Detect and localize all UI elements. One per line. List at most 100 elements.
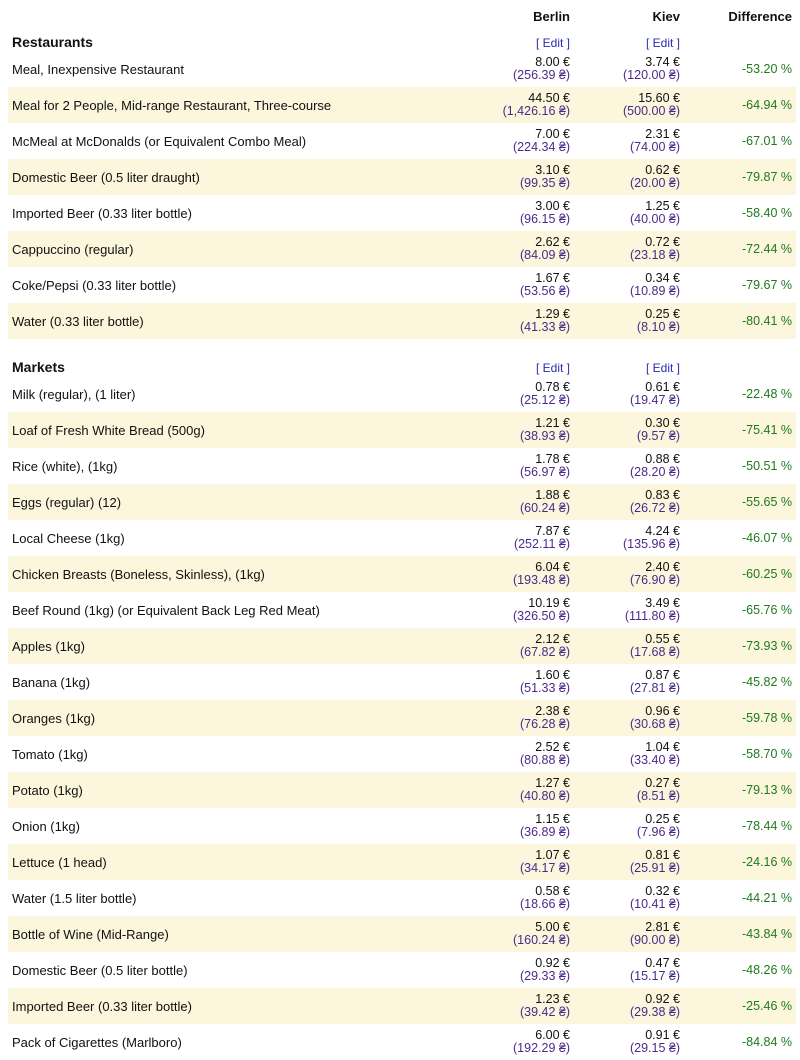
price-difference: -58.70 % (741, 747, 792, 761)
price-difference: -48.26 % (741, 963, 792, 977)
item-name: Rice (white), (1kg) (12, 458, 118, 474)
kiev-price-uah: (20.00 ₴) (629, 176, 680, 190)
kiev-price-uah: (74.00 ₴) (629, 140, 680, 154)
berlin-price-uah: (224.34 ₴) (513, 140, 570, 154)
berlin-price-eur: 1.67 € (535, 271, 570, 285)
item-name: Imported Beer (0.33 liter bottle) (8, 988, 492, 1024)
kiev-price-eur: 0.34 € (645, 271, 680, 285)
kiev-price: 3.74 € (120.00 ₴) (590, 51, 700, 87)
kiev-price-eur: 2.40 € (645, 560, 680, 574)
berlin-price: 1.88 € (60.24 ₴) (492, 484, 590, 520)
table-row: Bottle of Wine (Mid-Range) 5.00 € (160.24 … (8, 916, 796, 952)
table-row: Tomato (1kg) 2.52 € (80.88 ₴) 1.04 € (33.40 … (8, 736, 796, 772)
kiev-price-eur: 0.83 € (645, 488, 680, 502)
edit-kiev-link[interactable]: [ Edit ] (645, 36, 680, 50)
table-row: Imported Beer (0.33 liter bottle) 3.00 €(… (8, 195, 796, 231)
price-difference: -22.48 % (741, 387, 792, 401)
item-name: Oranges (1kg) (8, 700, 492, 736)
price-difference: -73.93 % (700, 628, 796, 664)
kiev-price: 0.81 € (25.91 ₴) (590, 844, 700, 880)
edit-berlin-link[interactable]: [ Edit ] (535, 36, 570, 50)
item-name: Pack of Cigarettes (Marlboro) (12, 1034, 182, 1050)
table-row: Lettuce (1 head) 1.07 € (34.17 ₴) 0.81 € (25… (8, 844, 796, 880)
kiev-price-eur: 0.96 € (645, 704, 680, 718)
kiev-price: 0.96 € (30.68 ₴) (590, 700, 700, 736)
kiev-price-uah: (29.38 ₴) (629, 1005, 680, 1019)
price-difference: -79.13 % (700, 772, 796, 808)
kiev-price: 15.60 € (500.00 ₴) (590, 87, 700, 123)
item-name: Cappuccino (regular) (8, 231, 492, 267)
berlin-price: 1.23 € (39.42 ₴) (492, 988, 590, 1024)
table-row: Meal, Inexpensive Restaurant 8.00 € (256.3… (8, 51, 796, 87)
berlin-price-uah: (84.09 ₴) (519, 248, 570, 262)
item-name: Beef Round (1kg) (or Equivalent Back Leg… (12, 602, 320, 618)
item-name: Imported Beer (0.33 liter bottle) (12, 205, 192, 221)
kiev-price-eur: 0.87 € (645, 668, 680, 682)
item-name: Milk (regular), (1 liter) (12, 386, 136, 402)
kiev-price: 0.34 € (10.89 ₴) (590, 267, 700, 303)
section-title: Restaurants (12, 34, 93, 50)
kiev-price-uah: (135.96 ₴) (623, 537, 680, 551)
kiev-price: 2.40 € (76.90 ₴) (590, 556, 700, 592)
kiev-price-uah: (8.51 ₴) (636, 789, 680, 803)
item-name: Meal for 2 People, Mid-range Restaurant,… (8, 87, 492, 123)
berlin-price-eur: 2.62 € (535, 235, 570, 249)
kiev-price: 0.62 € (20.00 ₴) (590, 159, 700, 195)
berlin-price-eur: 3.10 € (535, 163, 570, 177)
section-spacer (8, 339, 796, 357)
berlin-price-uah: (160.24 ₴) (513, 933, 570, 947)
berlin-price: 0.78 € (25.12 ₴) (492, 376, 590, 412)
kiev-price: 3.49 € (111.80 ₴) (590, 592, 700, 628)
berlin-price: 0.92 € (29.33 ₴) (492, 952, 590, 988)
table-row: Water (0.33 liter bottle) 1.29 € (41.33 ₴)… (8, 303, 796, 339)
kiev-price-eur: 0.72 € (645, 235, 680, 249)
kiev-price: 0.32 € (10.41 ₴) (590, 880, 700, 916)
berlin-price-uah: (99.35 ₴) (519, 176, 570, 190)
berlin-price-eur: 1.78 € (535, 452, 570, 466)
berlin-price: 2.52 € (80.88 ₴) (492, 736, 590, 772)
table-row: Oranges (1kg) 2.38 € (76.28 ₴) 0.96 € (30.68… (8, 700, 796, 736)
kiev-price-uah: (33.40 ₴) (629, 753, 680, 767)
kiev-price-eur: 0.25 € (645, 812, 680, 826)
berlin-price-uah: (67.82 ₴) (519, 645, 570, 659)
item-name: Lettuce (1 head) (8, 844, 492, 880)
kiev-price-uah: (10.41 ₴) (629, 897, 680, 911)
berlin-price: 2.62 € (84.09 ₴) (492, 231, 590, 267)
berlin-price-eur: 44.50 € (528, 91, 570, 105)
kiev-price-eur: 0.30 € (645, 416, 680, 430)
kiev-price-uah: (15.17 ₴) (629, 969, 680, 983)
price-difference: -55.65 % (700, 484, 796, 520)
price-difference: -25.46 % (700, 988, 796, 1024)
kiev-price-uah: (29.15 ₴) (629, 1041, 680, 1055)
berlin-price-uah: (41.33 ₴) (519, 320, 570, 334)
edit-kiev-link[interactable]: [ Edit ] (645, 361, 680, 375)
price-difference: -65.76 % (741, 603, 792, 617)
kiev-price: 0.47 € (15.17 ₴) (590, 952, 700, 988)
edit-berlin-link[interactable]: [ Edit ] (535, 361, 570, 375)
kiev-price: 0.27 € (8.51 ₴) (590, 772, 700, 808)
berlin-price-uah: (29.33 ₴) (519, 969, 570, 983)
table-row: Imported Beer (0.33 liter bottle) 1.23 €(… (8, 988, 796, 1024)
berlin-price: 3.10 € (99.35 ₴) (492, 159, 590, 195)
berlin-price-eur: 1.23 € (535, 992, 570, 1006)
berlin-price: 7.87 € (252.11 ₴) (492, 520, 590, 556)
section-header-markets: Markets [ Edit ] [ Edit ] (8, 357, 796, 376)
price-difference: -67.01 % (741, 134, 792, 148)
price-difference: -53.20 % (741, 62, 792, 76)
berlin-price: 1.29 € (41.33 ₴) (492, 303, 590, 339)
kiev-price-uah: (40.00 ₴) (629, 212, 680, 226)
table-row: Water (1.5 liter bottle) 0.58 € (18.66 ₴) 0… (8, 880, 796, 916)
kiev-price: 0.91 € (29.15 ₴) (590, 1024, 700, 1060)
berlin-price: 2.38 € (76.28 ₴) (492, 700, 590, 736)
berlin-price-uah: (193.48 ₴) (513, 573, 570, 587)
berlin-price-eur: 2.12 € (535, 632, 570, 646)
table-row: Pack of Cigarettes (Marlboro) 6.00 € (192.… (8, 1024, 796, 1060)
price-comparison-table: Berlin Kiev Difference Restaurants [ Edit… (8, 0, 796, 1060)
berlin-price-eur: 1.88 € (535, 488, 570, 502)
price-difference: -72.44 % (700, 231, 796, 267)
kiev-price-eur: 0.55 € (645, 632, 680, 646)
kiev-price-uah: (19.47 ₴) (629, 393, 680, 407)
item-name: Chicken Breasts (Boneless, Skinless), (1… (8, 556, 492, 592)
berlin-price-uah: (252.11 ₴) (513, 537, 570, 551)
berlin-price-uah: (25.12 ₴) (519, 393, 570, 407)
